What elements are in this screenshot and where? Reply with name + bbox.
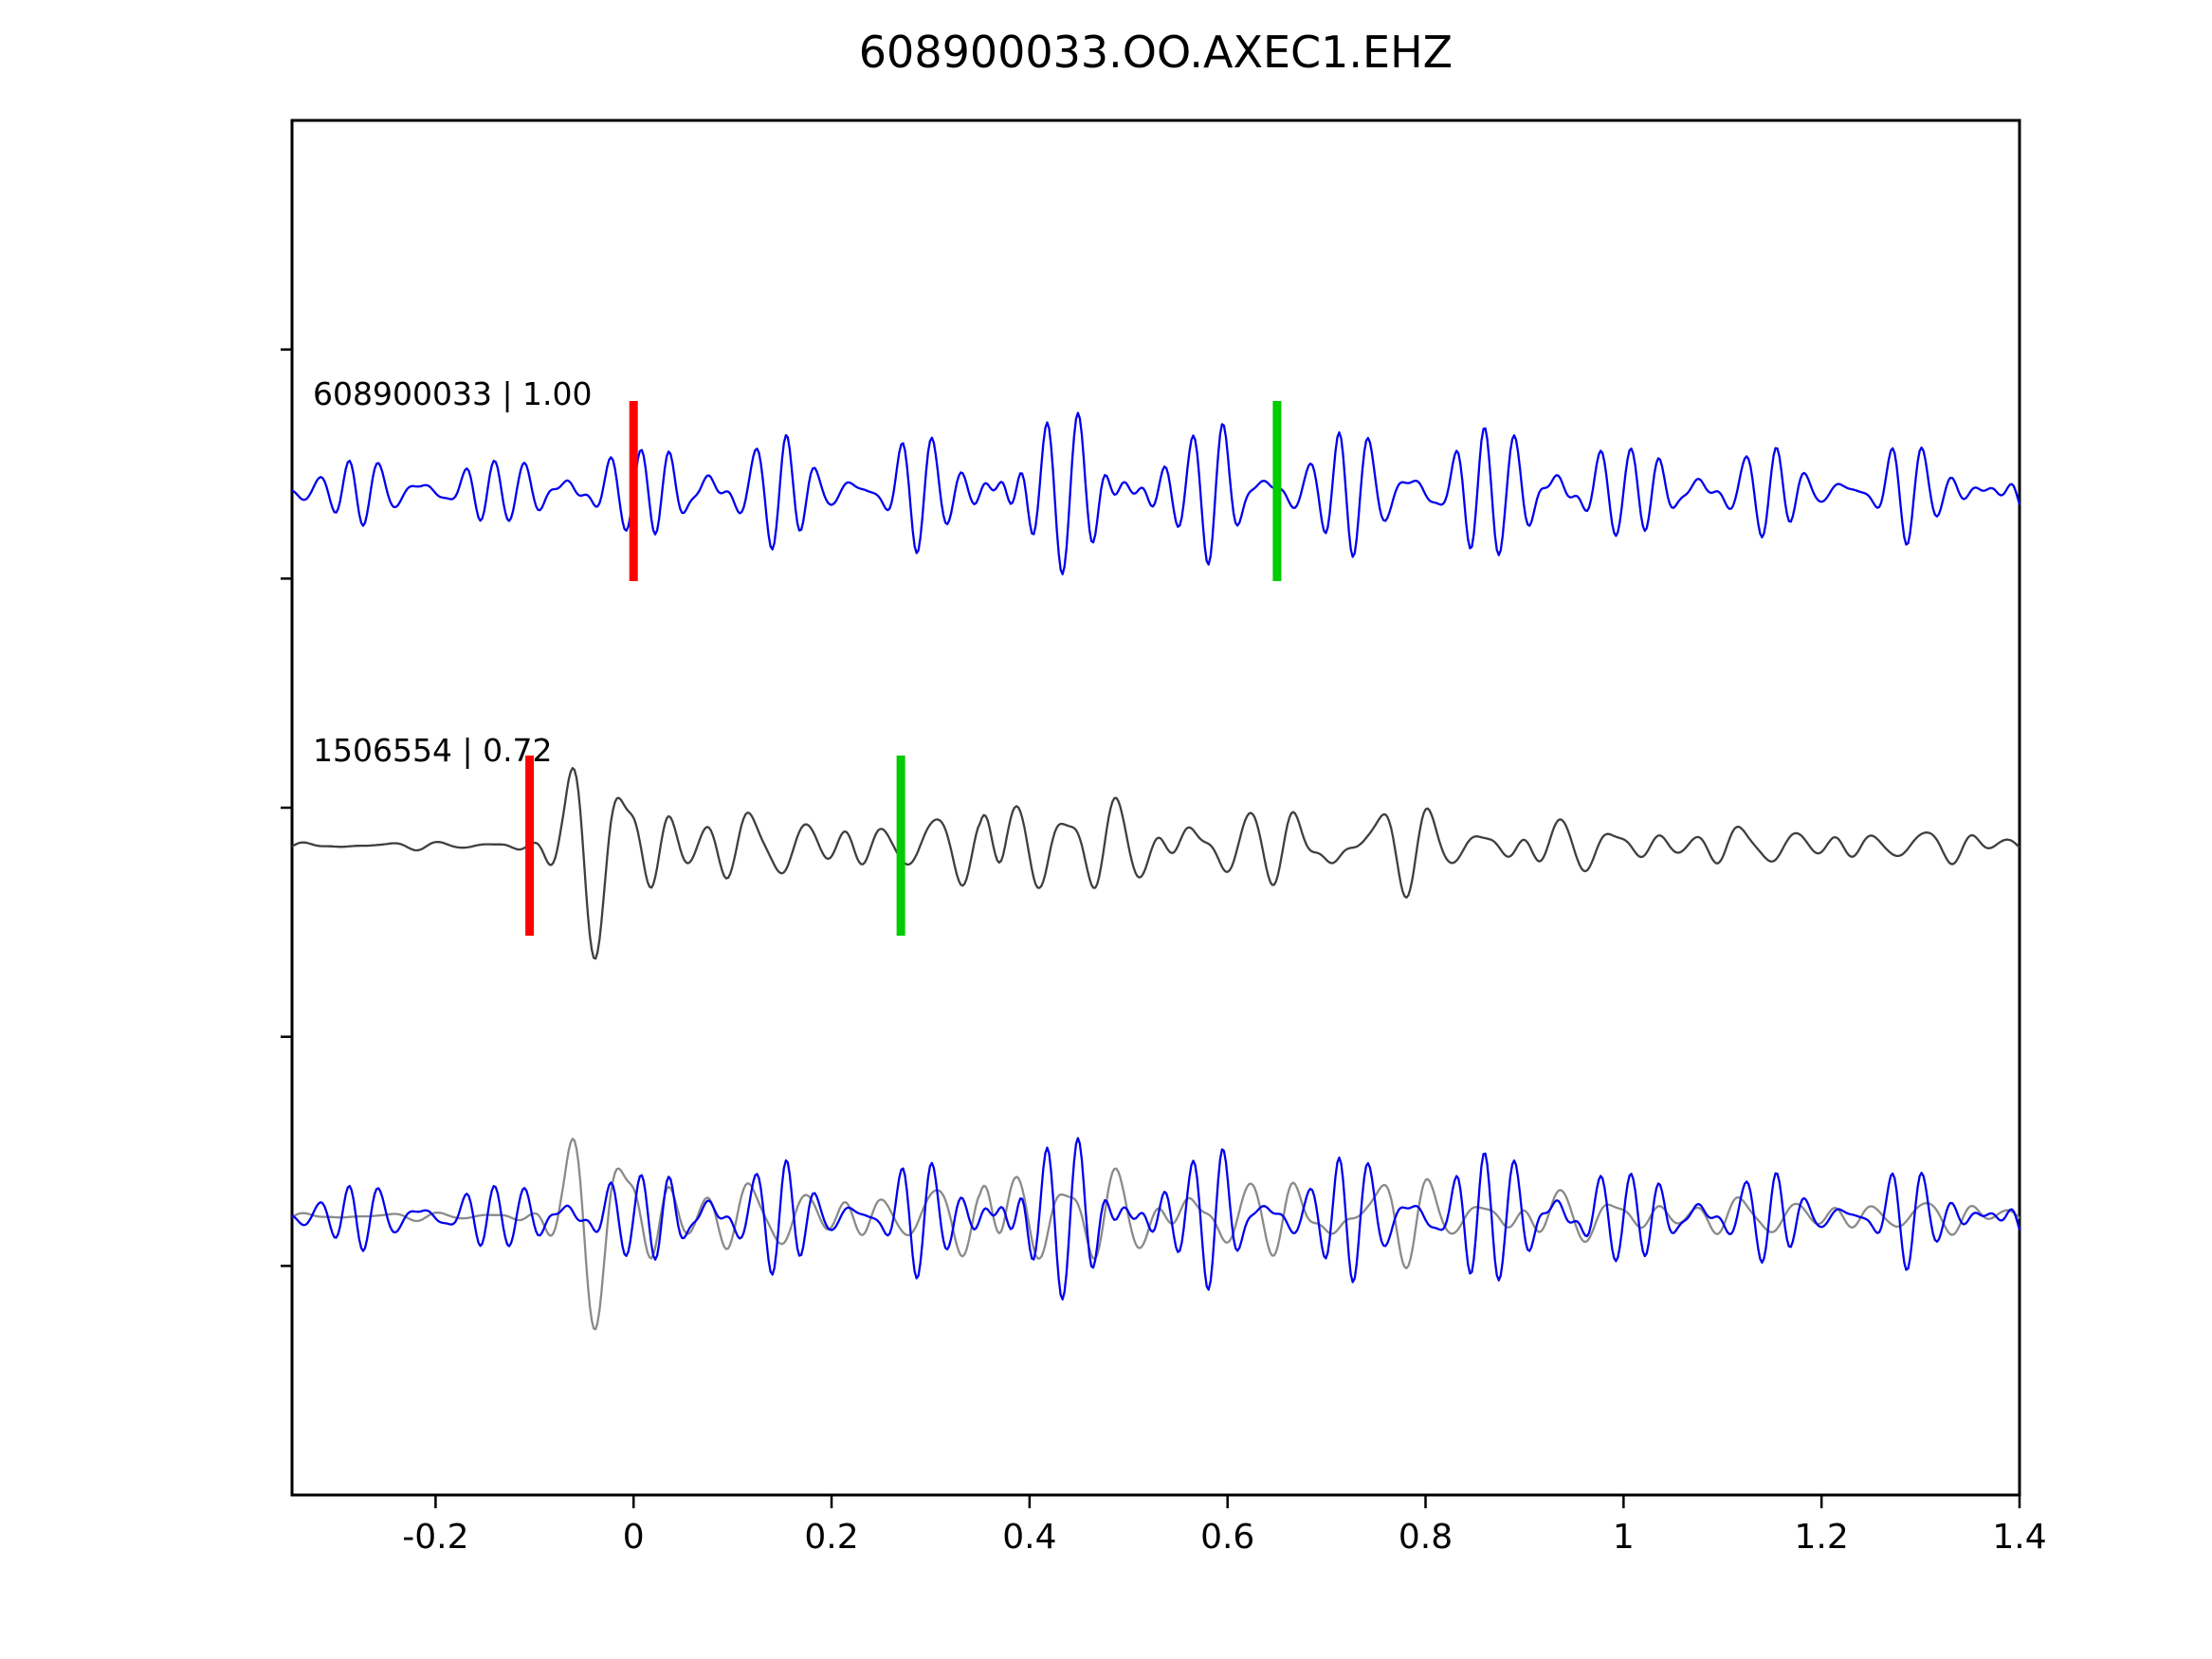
x-tick-label: 1 (1613, 1518, 1635, 1557)
trace-1506554-candidate (291, 767, 2020, 960)
red-pick-marker-candidate (525, 756, 535, 936)
candidate-trace-label: 1506554 | 0.72 (313, 732, 553, 769)
green-pick-marker-candidate (896, 756, 905, 936)
x-tick-label: 0.4 (1002, 1518, 1056, 1557)
trace-1506554-overlay (291, 1138, 2020, 1331)
x-tick-label: -0.2 (402, 1518, 468, 1557)
template-trace-label: 608900033 | 1.00 (313, 375, 593, 412)
trace-608900033-overlay (291, 1137, 2021, 1301)
figure-title: 608900033.OO.AXEC1.EHZ (858, 27, 1453, 78)
green-pick-marker-template (1272, 401, 1282, 581)
x-tick-label: 0.8 (1398, 1518, 1453, 1557)
plot-frame (290, 118, 2021, 1497)
trace-608900033-template (291, 411, 2021, 575)
x-tick-label: 1.4 (1992, 1518, 2046, 1557)
x-tick-label: 1.2 (1795, 1518, 1849, 1557)
x-tick-label: 0.6 (1200, 1518, 1254, 1557)
x-tick-label: 0.2 (804, 1518, 858, 1557)
x-tick-label: 0 (623, 1518, 645, 1557)
red-pick-marker-template (629, 401, 638, 581)
